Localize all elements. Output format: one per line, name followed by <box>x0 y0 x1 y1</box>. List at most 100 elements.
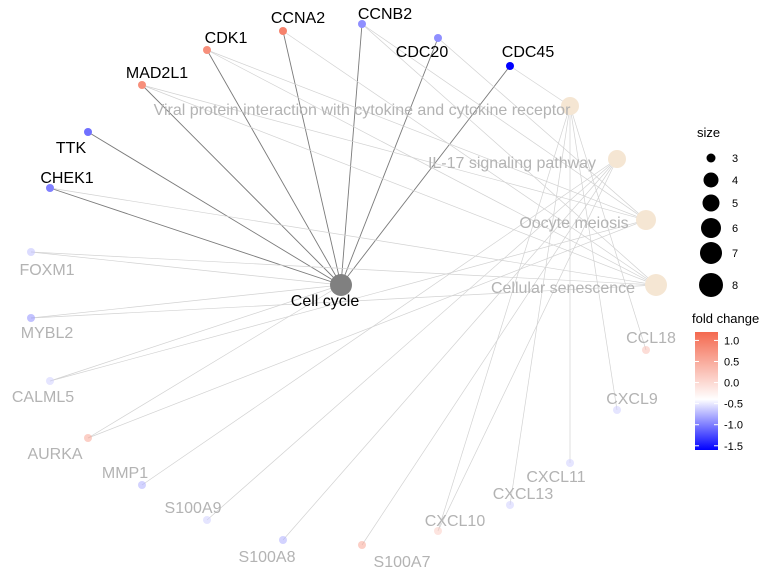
label-layer: Viral protein interaction with cytokine … <box>12 6 676 571</box>
size-legend-value-6: 6 <box>732 223 738 235</box>
legend: size 3 4 5 6 7 8 fold change 1.0 0.5 0.0 -0.5 -1.… <box>692 125 759 453</box>
edge-chek1-cell-cycle <box>49 187 342 286</box>
gene-label-aurka: AURKA <box>27 446 82 463</box>
size-legend-title: size <box>697 125 720 140</box>
edge-cxcl9-viral-protein-interaction-with-cytokine-and-cytokine-receptor <box>569 105 618 411</box>
gene-node-mmp1 <box>138 481 146 489</box>
gene-label-cxcl9: CXCL9 <box>606 391 658 408</box>
gene-label-cdc45: CDC45 <box>502 44 555 61</box>
gene-label-cdk1: CDK1 <box>205 30 248 47</box>
size-legend-value-5: 5 <box>732 198 738 210</box>
hub-label-cell-cycle: Cell cycle <box>291 293 360 310</box>
edge-cdc45-viral-protein-interaction-with-cytokine-and-cytokine-receptor <box>509 65 571 107</box>
edge-aurka-oocyte-meiosis <box>87 219 647 439</box>
gene-node-cxcl13 <box>506 501 514 509</box>
color-legend-title: fold change <box>692 311 759 326</box>
size-legend-value-7: 7 <box>732 248 738 260</box>
colorbar-tick-label: -1.5 <box>724 441 743 453</box>
edge-cdc20-oocyte-meiosis <box>437 37 647 221</box>
edge-s100a7-il-17-signaling-pathway <box>361 158 618 546</box>
edge-foxm1-cell-cycle <box>30 251 342 286</box>
size-legend: 3 4 5 6 7 8 <box>699 153 738 297</box>
edge-layer <box>30 23 657 546</box>
color-legend-ticks: 1.0 0.5 0.0 -0.5 -1.0 -1.5 <box>695 335 743 453</box>
edge-cdc45-cell-cycle <box>340 65 511 286</box>
pathway-label-il17: IL-17 signaling pathway <box>428 155 596 172</box>
edge-calml5-cell-cycle <box>49 284 342 382</box>
size-legend-dot-5 <box>702 194 720 212</box>
gene-node-calml5 <box>46 377 54 385</box>
gene-label-ttk: TTK <box>56 140 87 157</box>
edge-mybl2-cell-cycle <box>30 284 342 319</box>
size-legend-dot-6 <box>701 218 721 238</box>
edge-mad2l1-oocyte-meiosis <box>141 84 647 221</box>
edge-cxcl10-viral-protein-interaction-with-cytokine-and-cytokine-receptor <box>437 105 571 532</box>
edge-cxcl13-viral-protein-interaction-with-cytokine-and-cytokine-receptor <box>509 105 571 506</box>
gene-label-s100a7: S100A7 <box>374 554 431 571</box>
gene-node-cdk1 <box>203 46 211 54</box>
colorbar-tick-label: 0.0 <box>724 378 739 390</box>
edge-calml5-oocyte-meiosis <box>49 219 647 382</box>
gene-node-chek1 <box>46 184 54 192</box>
gene-node-ttk <box>84 128 92 136</box>
pathway-node-senescence <box>645 274 667 296</box>
gene-node-ccna2 <box>279 27 287 35</box>
gene-label-foxm1: FOXM1 <box>19 262 74 279</box>
edge-cdk1-cellular-senescence <box>206 49 657 286</box>
gene-node-ccl18 <box>642 346 650 354</box>
edge-foxm1-cellular-senescence <box>30 251 657 286</box>
edge-ccna2-cell-cycle <box>282 30 342 286</box>
edge-cdk1-oocyte-meiosis <box>206 49 647 221</box>
gene-label-mad2l1: MAD2L1 <box>126 65 188 82</box>
gene-label-s100a8: S100A8 <box>239 549 296 566</box>
edge-ccnb2-cell-cycle <box>340 23 363 286</box>
pathway-node-il17 <box>608 150 626 168</box>
gene-node-cxcl9 <box>613 406 621 414</box>
colorbar-tick-label: 0.5 <box>724 357 739 369</box>
edge-ccnb2-cellular-senescence <box>361 23 657 286</box>
size-legend-dot-7 <box>700 242 722 264</box>
edge-aurka-cell-cycle <box>87 284 342 439</box>
colorbar-tick-label: 1.0 <box>724 335 739 347</box>
edge-cxcl10-il-17-signaling-pathway <box>437 158 618 532</box>
gene-node-aurka <box>84 434 92 442</box>
size-legend-value-4: 4 <box>732 175 738 187</box>
size-legend-value-3: 3 <box>732 153 738 165</box>
gene-label-mmp1: MMP1 <box>102 465 148 482</box>
pathway-label-viral: Viral protein interaction with cytokine … <box>154 102 571 119</box>
gene-node-ccnb2 <box>358 20 366 28</box>
gene-label-s100a9: S100A9 <box>165 500 222 517</box>
size-legend-dot-4 <box>703 172 719 188</box>
colorbar-tick-label: -0.5 <box>724 399 743 411</box>
pathway-label-oocyte: Oocyte meiosis <box>519 215 628 232</box>
edge-ccna2-cellular-senescence <box>282 30 657 286</box>
edge-ttk-cell-cycle <box>87 131 342 286</box>
edge-cdc20-cell-cycle <box>340 37 439 286</box>
gene-label-cxcl11: CXCL11 <box>526 469 585 486</box>
gene-label-cxcl13: CXCL13 <box>493 486 554 503</box>
edge-mad2l1-cell-cycle <box>141 84 342 286</box>
gene-node-cxcl10 <box>434 527 442 535</box>
edge-cdk1-cell-cycle <box>206 49 342 286</box>
gene-label-cxcl10: CXCL10 <box>425 513 486 530</box>
colorbar-tick-label: -1.0 <box>724 420 743 432</box>
gene-node-s100a9 <box>203 516 211 524</box>
gene-label-cdc20: CDC20 <box>396 44 449 61</box>
size-legend-value-8: 8 <box>732 280 738 292</box>
gene-node-cxcl11 <box>566 459 574 467</box>
gene-node-s100a8 <box>279 536 287 544</box>
hub-node-cell-cycle <box>330 274 352 296</box>
gene-node-cdc20 <box>434 34 442 42</box>
fold-change-colorbar <box>695 332 718 450</box>
gene-label-chek1: CHEK1 <box>40 170 93 187</box>
edge-s100a9-il-17-signaling-pathway <box>206 158 618 521</box>
gene-node-cdc45 <box>506 62 514 70</box>
edge-mmp1-il-17-signaling-pathway <box>141 158 618 486</box>
gene-node-mybl2 <box>27 314 35 322</box>
gene-node-mad2l1 <box>138 81 146 89</box>
pathway-node-viral <box>561 97 579 115</box>
pathway-label-senescence: Cellular senescence <box>491 280 635 297</box>
gene-label-calml5: CALML5 <box>12 389 74 406</box>
gene-label-ccna2: CCNA2 <box>271 10 325 27</box>
